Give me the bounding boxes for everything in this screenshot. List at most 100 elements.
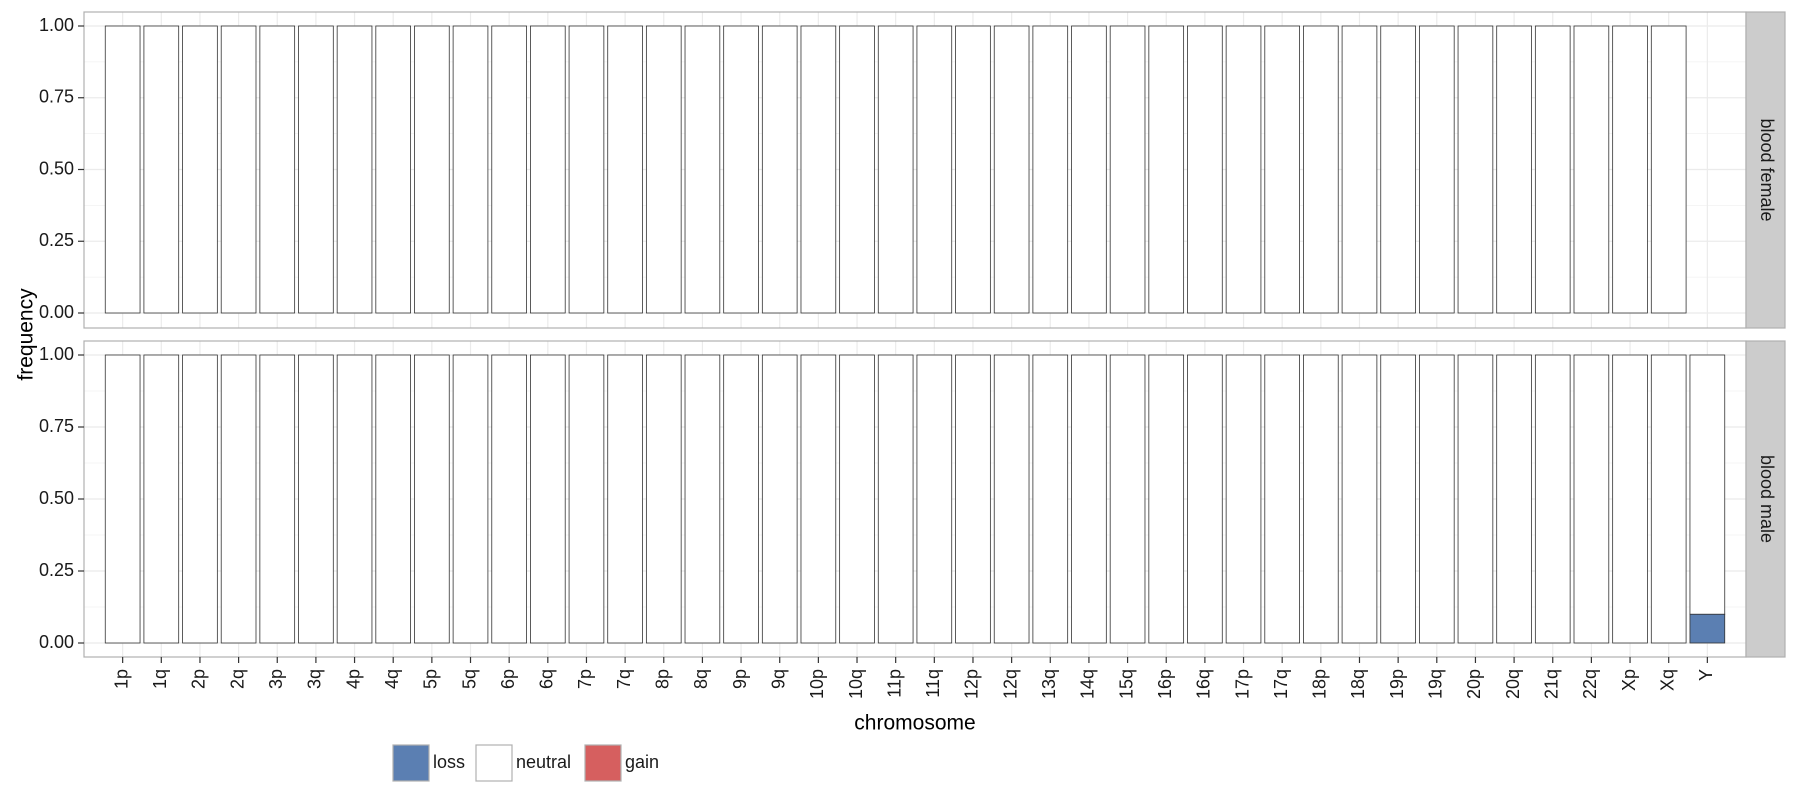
x-tick-label: 11p — [884, 669, 904, 698]
bar-neutral-13q — [1032, 354, 1069, 644]
bar-neutral-11p — [877, 354, 914, 644]
y-axis-title: frequency — [15, 288, 38, 381]
bar-neutral-12q — [993, 25, 1030, 314]
bar-neutral-18q — [1341, 354, 1378, 644]
bar-neutral-2q — [220, 25, 257, 314]
bar-neutral-3p — [259, 354, 296, 644]
x-tick-label: 11q — [923, 669, 943, 698]
bar-neutral-12p — [955, 25, 991, 314]
bar-neutral-11q — [916, 25, 953, 314]
legend-key-loss — [392, 744, 430, 782]
facet-strip-label: blood female — [1757, 118, 1777, 221]
bar-neutral-6p — [491, 25, 527, 314]
x-tick-label: 10q — [846, 669, 866, 699]
bar-neutral-15q — [1109, 354, 1146, 644]
bar-neutral-1p — [104, 354, 141, 644]
bar-neutral-11q — [916, 354, 953, 644]
bar-neutral-22q — [1573, 354, 1610, 644]
y-tick-label: 0.75 — [39, 416, 74, 436]
x-tick-label: 4p — [343, 669, 363, 689]
x-tick-label: 17p — [1232, 669, 1252, 699]
bar-neutral-16p — [1148, 354, 1185, 644]
y-tick-label: 0.50 — [39, 488, 74, 508]
x-tick-label: 6p — [498, 669, 518, 689]
x-tick-label: 14q — [1078, 669, 1098, 699]
bar-neutral-4q — [375, 354, 412, 644]
bar-neutral-16p — [1148, 25, 1185, 314]
bar-neutral-7p — [568, 354, 605, 644]
legend-label-neutral: neutral — [516, 752, 571, 772]
facet-strip — [1745, 11, 1786, 329]
y-tick-label: 0.25 — [39, 560, 74, 580]
bar-neutral-4p — [336, 25, 373, 314]
x-tick-label: 22q — [1580, 669, 1600, 699]
bar-neutral-11p — [877, 25, 914, 314]
bar-neutral-20q — [1496, 25, 1532, 314]
x-tick-label: 6q — [537, 669, 557, 689]
bar-neutral-7p — [568, 25, 605, 314]
bar-neutral-5p — [414, 354, 450, 644]
x-tick-label: 10p — [807, 669, 827, 699]
bar-neutral-19p — [1380, 354, 1416, 644]
legend-key-gain — [584, 744, 622, 782]
x-tick-label: 5q — [459, 669, 479, 689]
bar-neutral-18q — [1341, 25, 1378, 314]
legend-key-neutral — [475, 744, 513, 782]
x-tick-label: 1p — [111, 669, 131, 689]
y-tick-label: 1.00 — [39, 344, 74, 364]
bar-neutral-8p — [645, 354, 682, 644]
bar-neutral-21q — [1534, 25, 1571, 314]
bar-neutral-1q — [143, 354, 180, 644]
bar-neutral-9q — [761, 354, 798, 644]
x-tick-label: 3q — [305, 669, 325, 689]
bar-neutral-22q — [1573, 25, 1610, 314]
facet-strip-label: blood male — [1757, 455, 1777, 543]
x-tick-label: 9p — [730, 669, 750, 689]
bar-neutral-17p — [1225, 354, 1262, 644]
bar-neutral-17q — [1264, 25, 1300, 314]
x-tick-label: 18q — [1348, 669, 1368, 699]
bar-neutral-6q — [530, 25, 566, 314]
x-tick-label: 2q — [227, 669, 247, 689]
x-tick-label: 1q — [150, 669, 170, 689]
bar-neutral-19p — [1380, 25, 1416, 314]
bar-neutral-10p — [800, 354, 837, 644]
bar-neutral-4p — [336, 354, 373, 644]
bar-neutral-4q — [375, 25, 412, 314]
bar-neutral-10q — [839, 354, 875, 644]
bar-neutral-16q — [1187, 354, 1223, 644]
x-tick-label: 18p — [1310, 669, 1330, 699]
bar-neutral-5p — [414, 25, 450, 314]
bar-neutral-Xp — [1612, 354, 1648, 644]
x-tick-label: 7q — [614, 669, 634, 689]
bar-neutral-20p — [1457, 25, 1494, 314]
bar-neutral-Xp — [1612, 25, 1648, 314]
x-tick-label: 21q — [1541, 669, 1561, 699]
facet-strip — [1745, 340, 1786, 658]
bar-neutral-3q — [298, 25, 334, 314]
x-tick-label: 3p — [266, 669, 286, 689]
y-tick-label: 0.00 — [39, 302, 74, 322]
bar-neutral-8q — [684, 354, 721, 644]
bar-neutral-9q — [761, 25, 798, 314]
bar-neutral-13q — [1032, 25, 1069, 314]
bar-neutral-19q — [1418, 354, 1455, 644]
x-axis-title: chromosome — [854, 712, 975, 735]
bar-neutral-8q — [684, 25, 721, 314]
bar-neutral-5q — [452, 25, 489, 314]
x-tick-label: 16p — [1155, 669, 1175, 699]
y-tick-label: 1.00 — [39, 15, 74, 35]
bar-neutral-6p — [491, 354, 527, 644]
bar-neutral-17q — [1264, 354, 1300, 644]
bar-neutral-18p — [1303, 25, 1339, 314]
y-tick-label: 0.25 — [39, 230, 74, 250]
bar-neutral-12q — [993, 354, 1030, 644]
bar-neutral-2q — [220, 354, 257, 644]
legend-label-gain: gain — [625, 752, 659, 772]
bar-neutral-19q — [1418, 25, 1455, 314]
x-tick-label: 12q — [1000, 669, 1020, 699]
bar-neutral-18p — [1303, 354, 1339, 644]
x-tick-label: 8p — [653, 669, 673, 689]
